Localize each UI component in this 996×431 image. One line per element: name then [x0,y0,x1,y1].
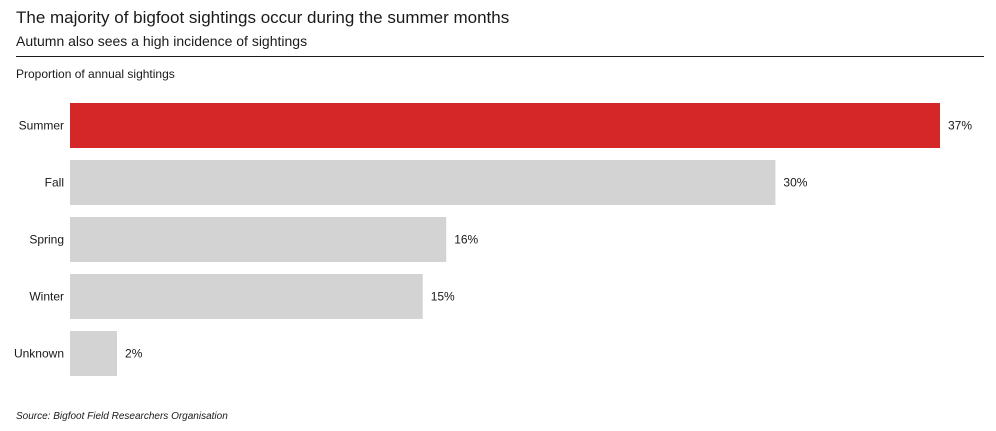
value-label-fall: 30% [783,176,807,190]
bar-summer [70,103,940,148]
source-note: Source: Bigfoot Field Researchers Organi… [16,411,228,422]
category-label-fall: Fall [45,176,64,190]
category-label-spring: Spring [29,233,64,247]
value-label-unknown: 2% [125,347,143,361]
category-label-unknown: Unknown [14,347,64,361]
value-label-spring: 16% [454,233,478,247]
bar-unknown [70,331,118,376]
chart-title: The majority of bigfoot sightings occur … [16,8,510,27]
category-label-summer: Summer [19,119,64,133]
header-divider [16,56,984,57]
category-label-winter: Winter [29,290,64,304]
value-label-winter: 15% [431,290,455,304]
chart-subtitle: Autumn also sees a high incidence of sig… [16,33,308,49]
bar-fall [70,160,776,205]
measure-label: Proportion of annual sightings [16,67,175,81]
value-label-summer: 37% [948,119,972,133]
bar-spring [70,217,447,262]
bar-winter [70,274,423,319]
